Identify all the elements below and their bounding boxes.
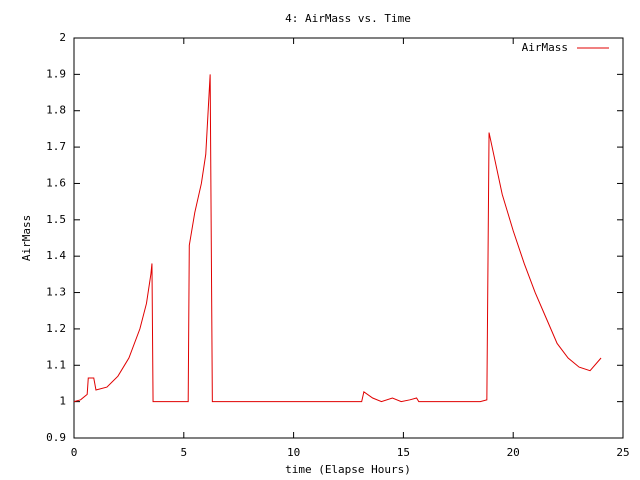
- x-axis-label: time (Elapse Hours): [285, 463, 411, 476]
- data-line: [73, 74, 602, 403]
- plot-border: [73, 37, 624, 439]
- y-tick-label: 1.4: [46, 249, 66, 262]
- y-tick-label: 0.9: [46, 431, 66, 444]
- y-tick-label: 2: [59, 31, 66, 44]
- y-tick-label: 1.1: [46, 358, 66, 371]
- y-axis-label: AirMass: [20, 215, 33, 261]
- chart-title: 4: AirMass vs. Time: [285, 12, 411, 25]
- y-tick-label: 1.7: [46, 140, 66, 153]
- y-tick-label: 1: [59, 395, 66, 408]
- y-tick-label: 1.3: [46, 286, 66, 299]
- y-tick-label: 1.6: [46, 176, 66, 189]
- x-tick-label: 15: [397, 446, 410, 459]
- y-tick-label: 1.8: [46, 104, 66, 117]
- y-tick-label: 1.9: [46, 67, 66, 80]
- x-tick-label: 5: [180, 446, 187, 459]
- x-tick-label: 0: [71, 446, 78, 459]
- x-tick-label: 20: [507, 446, 520, 459]
- y-tick-label: 1.2: [46, 322, 66, 335]
- x-tick-label: 25: [616, 446, 629, 459]
- legend-label: AirMass: [522, 41, 568, 54]
- x-tick-label: 10: [287, 446, 300, 459]
- y-tick-label: 1.5: [46, 213, 66, 226]
